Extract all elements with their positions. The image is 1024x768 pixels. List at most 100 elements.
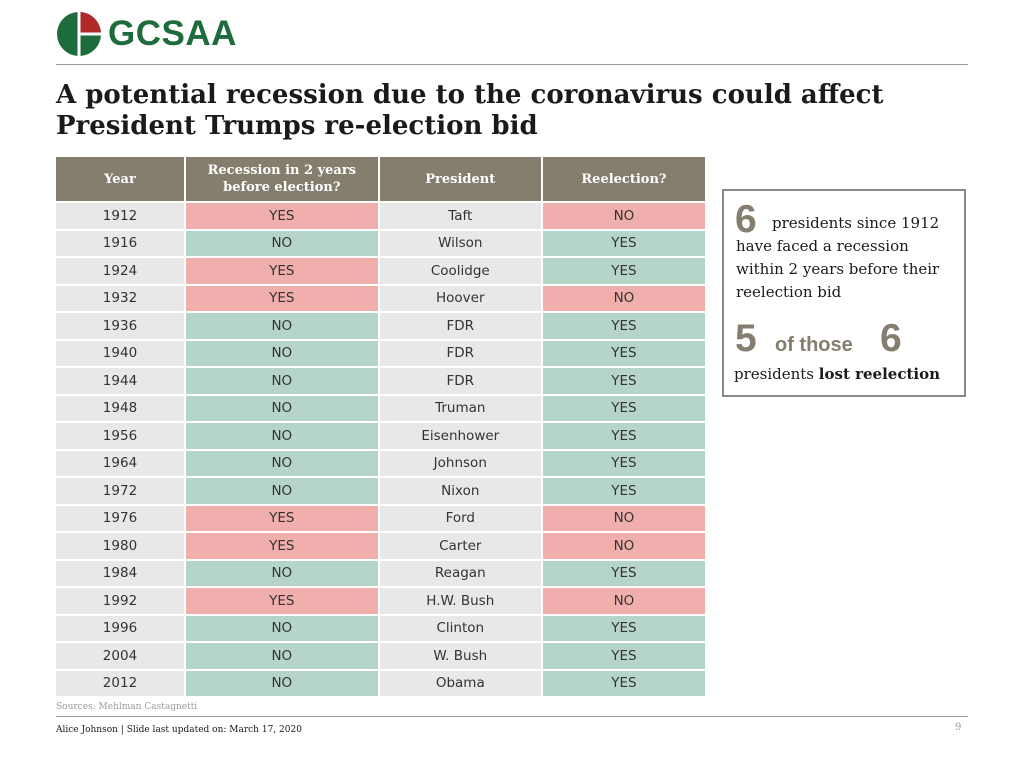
- reelection-cell: YES: [542, 643, 705, 671]
- year-cell: 1984: [56, 560, 184, 588]
- year-cell: 1936: [56, 313, 184, 341]
- president-cell: Johnson: [379, 450, 541, 478]
- gcsaa-logo: GCSAA: [56, 10, 237, 58]
- stat2-text-line: presidents lost reelection: [734, 363, 940, 386]
- reelection-cell: YES: [542, 313, 705, 341]
- header-divider: [56, 64, 968, 65]
- year-cell: 1956: [56, 423, 184, 451]
- recession-cell: YES: [185, 588, 378, 616]
- table-row: 1932 YES Hoover NO: [56, 285, 705, 313]
- reelection-cell: NO: [542, 505, 705, 533]
- year-cell: 1992: [56, 588, 184, 616]
- president-cell: Coolidge: [379, 258, 541, 286]
- recession-cell: NO: [185, 478, 378, 506]
- president-cell: Carter: [379, 533, 541, 561]
- table-row: 1940 NO FDR YES: [56, 340, 705, 368]
- recession-cell: YES: [185, 201, 378, 231]
- recession-cell: NO: [185, 615, 378, 643]
- stat2-text-bold: lost reelection: [818, 365, 940, 383]
- slide-title-line-2: President Trumps re-election bid: [56, 111, 538, 141]
- recession-cell: NO: [185, 670, 378, 698]
- reelection-cell: NO: [542, 201, 705, 231]
- president-cell: FDR: [379, 313, 541, 341]
- stat-total-count: 6: [880, 317, 902, 360]
- reelection-cell: YES: [542, 230, 705, 258]
- slide-title-line-1: A potential recession due to the coronav…: [56, 80, 884, 110]
- recession-cell: NO: [185, 450, 378, 478]
- president-cell: FDR: [379, 340, 541, 368]
- recession-cell: NO: [185, 368, 378, 396]
- year-cell: 1912: [56, 201, 184, 231]
- footer-credit: Alice Johnson | Slide last updated on: M…: [56, 725, 302, 735]
- table-header-row: Year Recession in 2 years before electio…: [56, 157, 705, 201]
- president-cell: Hoover: [379, 285, 541, 313]
- year-cell: 1980: [56, 533, 184, 561]
- recession-cell: NO: [185, 643, 378, 671]
- table-row: 1948 NO Truman YES: [56, 395, 705, 423]
- recession-cell: NO: [185, 313, 378, 341]
- reelection-cell: YES: [542, 368, 705, 396]
- president-cell: Eisenhower: [379, 423, 541, 451]
- stat-lost-reelection-count: 5: [735, 317, 757, 360]
- reelection-cell: YES: [542, 450, 705, 478]
- reelection-cell: YES: [542, 423, 705, 451]
- recession-cell: YES: [185, 533, 378, 561]
- recession-cell: NO: [185, 340, 378, 368]
- column-header-president: President: [379, 157, 541, 201]
- president-cell: W. Bush: [379, 643, 541, 671]
- stat-presidents-recession-count: 6: [735, 198, 757, 241]
- table-row: 1956 NO Eisenhower YES: [56, 423, 705, 451]
- president-cell: Ford: [379, 505, 541, 533]
- president-cell: H.W. Bush: [379, 588, 541, 616]
- reelection-cell: NO: [542, 533, 705, 561]
- stat1-text-line-1: presidents since 1912: [772, 214, 940, 232]
- reelection-cell: YES: [542, 258, 705, 286]
- president-cell: Nixon: [379, 478, 541, 506]
- table-row: 1992 YES H.W. Bush NO: [56, 588, 705, 616]
- year-cell: 1996: [56, 615, 184, 643]
- reelection-cell: NO: [542, 588, 705, 616]
- president-cell: Reagan: [379, 560, 541, 588]
- year-cell: 1924: [56, 258, 184, 286]
- year-cell: 2004: [56, 643, 184, 671]
- reelection-cell: YES: [542, 560, 705, 588]
- logo-wordmark: GCSAA: [108, 14, 237, 53]
- column-header-reelection: Reelection?: [542, 157, 705, 201]
- president-cell: Obama: [379, 670, 541, 698]
- page-number: 9: [955, 722, 962, 733]
- recession-cell: YES: [185, 285, 378, 313]
- recession-cell: NO: [185, 230, 378, 258]
- year-cell: 1940: [56, 340, 184, 368]
- recession-cell: YES: [185, 258, 378, 286]
- year-cell: 1932: [56, 285, 184, 313]
- gcsaa-logo-mark-icon: [57, 12, 101, 56]
- reelection-cell: YES: [542, 615, 705, 643]
- year-cell: 1964: [56, 450, 184, 478]
- president-cell: Truman: [379, 395, 541, 423]
- table-row: 1964 NO Johnson YES: [56, 450, 705, 478]
- reelection-cell: YES: [542, 340, 705, 368]
- recession-reelection-table: Year Recession in 2 years before electio…: [54, 157, 707, 698]
- year-cell: 1944: [56, 368, 184, 396]
- table-row: 1924 YES Coolidge YES: [56, 258, 705, 286]
- recession-cell: NO: [185, 560, 378, 588]
- president-cell: Wilson: [379, 230, 541, 258]
- reelection-cell: YES: [542, 395, 705, 423]
- table-row: 1916 NO Wilson YES: [56, 230, 705, 258]
- recession-cell: YES: [185, 505, 378, 533]
- stat1-text-line-4: reelection bid: [736, 283, 842, 301]
- table-row: 1936 NO FDR YES: [56, 313, 705, 341]
- table-body: 1912 YES Taft NO 1916 NO Wilson YES 1924 YES Cooli…: [56, 201, 705, 698]
- president-cell: FDR: [379, 368, 541, 396]
- stat1-text-line-3: within 2 years before their: [736, 260, 940, 278]
- president-cell: Taft: [379, 201, 541, 231]
- table-row: 1912 YES Taft NO: [56, 201, 705, 231]
- column-header-recession: Recession in 2 years before election?: [185, 157, 378, 201]
- column-header-year: Year: [56, 157, 184, 201]
- year-cell: 1972: [56, 478, 184, 506]
- table-row: 1996 NO Clinton YES: [56, 615, 705, 643]
- year-cell: 2012: [56, 670, 184, 698]
- stat1-text-line-2: have faced a recession: [736, 237, 909, 255]
- year-cell: 1948: [56, 395, 184, 423]
- table-row: 1980 YES Carter NO: [56, 533, 705, 561]
